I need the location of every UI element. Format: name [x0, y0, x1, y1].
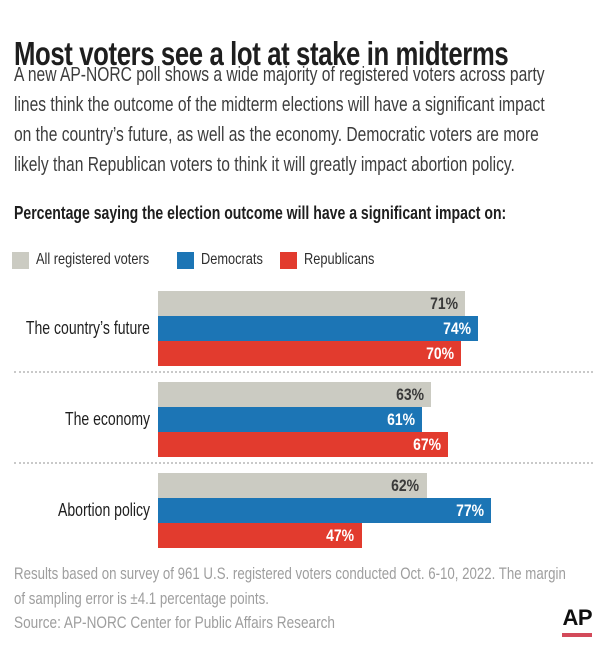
note-line: of sampling error is ±4.1 percentage poi… — [14, 589, 269, 608]
value-label: 47% — [326, 526, 355, 545]
intro-line: lines think the outcome of the midterm e… — [14, 94, 545, 116]
value-label: 70% — [426, 344, 455, 363]
bar-all-registered-voters: 62% — [158, 473, 427, 498]
bar-republicans: 47% — [158, 523, 362, 548]
ap-logo-text: AP — [562, 605, 592, 630]
intro-text: A new AP-NORC poll shows a wide majority… — [14, 60, 607, 180]
bar-democrats: 61% — [158, 407, 423, 432]
bar-democrats: 74% — [158, 316, 479, 341]
intro-line: likely than Republican voters to think i… — [14, 154, 515, 176]
bar-all-registered-voters: 71% — [158, 291, 466, 316]
ap-logo: AP — [562, 605, 593, 637]
page-title: Most voters see a lot at stake in midter… — [14, 35, 509, 73]
legend-label: Republicans — [304, 251, 375, 268]
dotted-separator — [14, 462, 593, 464]
bar-democrats: 77% — [158, 498, 492, 523]
legend-swatch — [177, 251, 194, 269]
legend-swatch — [12, 251, 29, 269]
note-line: Results based on survey of 961 U.S. regi… — [14, 564, 566, 583]
legend-label: All registered voters — [36, 251, 150, 268]
bar-all-registered-voters: 63% — [158, 382, 431, 407]
value-label: 74% — [443, 319, 472, 338]
value-label: 61% — [387, 410, 416, 429]
legend-swatch — [280, 251, 297, 269]
chart-kicker: Percentage saying the election outcome w… — [14, 202, 507, 223]
intro-line: on the country’s future, as well as the … — [14, 124, 539, 146]
category-label: The country’s future — [26, 318, 150, 338]
source-line: Source: AP-NORC Center for Public Affair… — [14, 613, 335, 632]
value-label: 67% — [413, 435, 442, 454]
category-label: Abortion policy — [57, 500, 150, 520]
bar-group: The economy 63% 61% 67% — [0, 382, 607, 457]
bar-group: The country’s future 71% 74% 70% — [0, 291, 607, 366]
value-label: 77% — [456, 501, 485, 520]
bar-republicans: 70% — [158, 341, 462, 366]
value-label: 62% — [391, 476, 420, 495]
legend-label: Democrats — [201, 251, 263, 268]
legend-item: Republicans — [280, 251, 392, 269]
value-label: 63% — [395, 385, 424, 404]
bar-republicans: 67% — [158, 432, 449, 457]
dotted-separator — [14, 371, 593, 373]
bar-group: Abortion policy 62% 77% 47% — [0, 473, 607, 548]
legend-item: All registered voters — [12, 251, 177, 269]
legend-item: Democrats — [177, 251, 278, 269]
methodology-note: Results based on survey of 961 U.S. regi… — [14, 561, 607, 611]
category-label: The economy — [64, 409, 150, 429]
ap-logo-underline — [562, 633, 592, 637]
intro-line: A new AP-NORC poll shows a wide majority… — [14, 64, 545, 86]
value-label: 71% — [430, 294, 459, 313]
